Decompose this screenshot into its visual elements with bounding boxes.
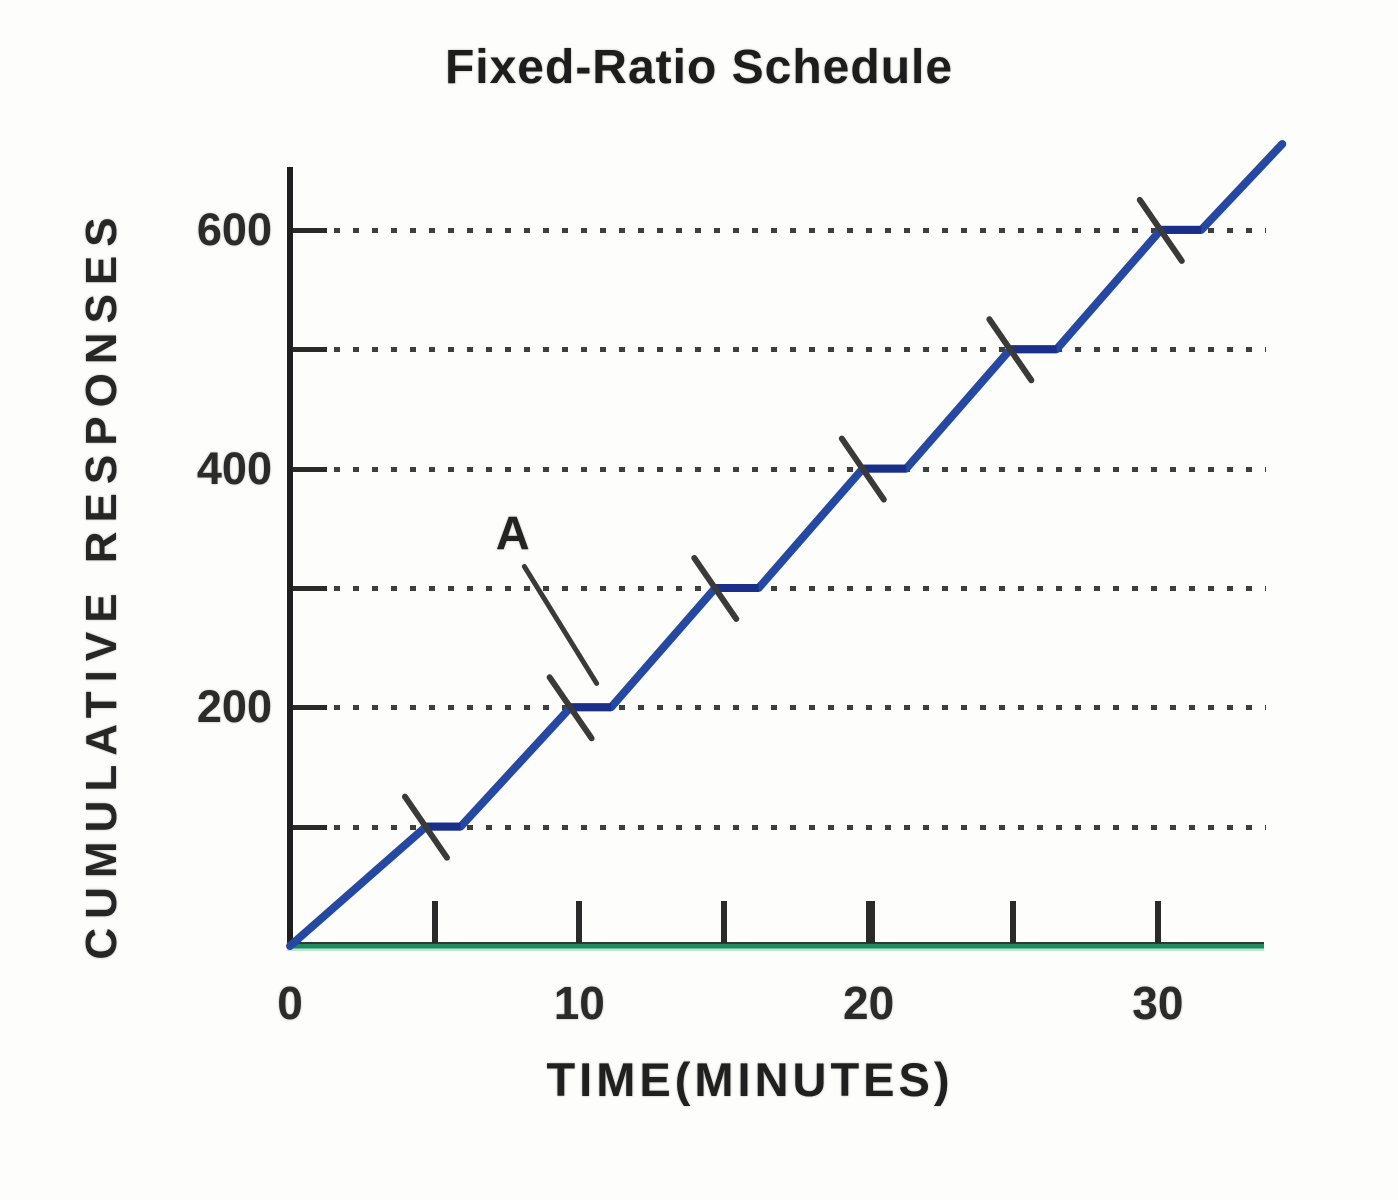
gridline-y-500	[334, 347, 1266, 353]
y-axis-tick-100	[293, 824, 327, 830]
x-axis-label: TIME(MINUTES)	[546, 1053, 954, 1106]
y-axis-tick-300	[293, 585, 327, 591]
annotation-leader-line	[521, 563, 600, 686]
x-axis-tick-30	[1154, 901, 1161, 943]
x-tick-label-0: 0	[277, 977, 303, 1029]
gridline-y-300	[334, 585, 1266, 591]
x-axis-tick-10	[576, 901, 583, 943]
y-axis-tick-200	[293, 705, 327, 711]
x-axis-line	[287, 942, 1264, 951]
x-tick-label-10: 10	[553, 977, 605, 1029]
y-axis-label: CUMULATIVE RESPONSES	[77, 208, 126, 960]
x-axis-tick-15	[720, 901, 727, 943]
gridline-y-600	[334, 227, 1266, 233]
y-axis-line	[287, 167, 293, 951]
y-axis-tick-600	[293, 227, 327, 233]
y-axis-tick-500	[293, 347, 327, 353]
chart-title: Fixed-Ratio Schedule	[444, 41, 954, 94]
x-tick-label-30: 30	[1132, 977, 1184, 1029]
x-axis-tick-20	[865, 901, 875, 943]
annotation-a-label: A	[495, 506, 530, 560]
y-tick-label-600: 600	[196, 203, 272, 255]
gridline-y-200	[334, 705, 1266, 711]
x-tick-label-20: 20	[843, 977, 895, 1029]
gridline-y-400	[334, 466, 1266, 472]
gridline-y-100	[334, 824, 1266, 830]
y-tick-label-400: 400	[196, 442, 272, 494]
x-axis-tick-5	[431, 901, 438, 943]
y-tick-label-200: 200	[196, 681, 272, 733]
y-axis-tick-400	[293, 466, 327, 472]
x-axis-tick-25	[1010, 901, 1017, 943]
